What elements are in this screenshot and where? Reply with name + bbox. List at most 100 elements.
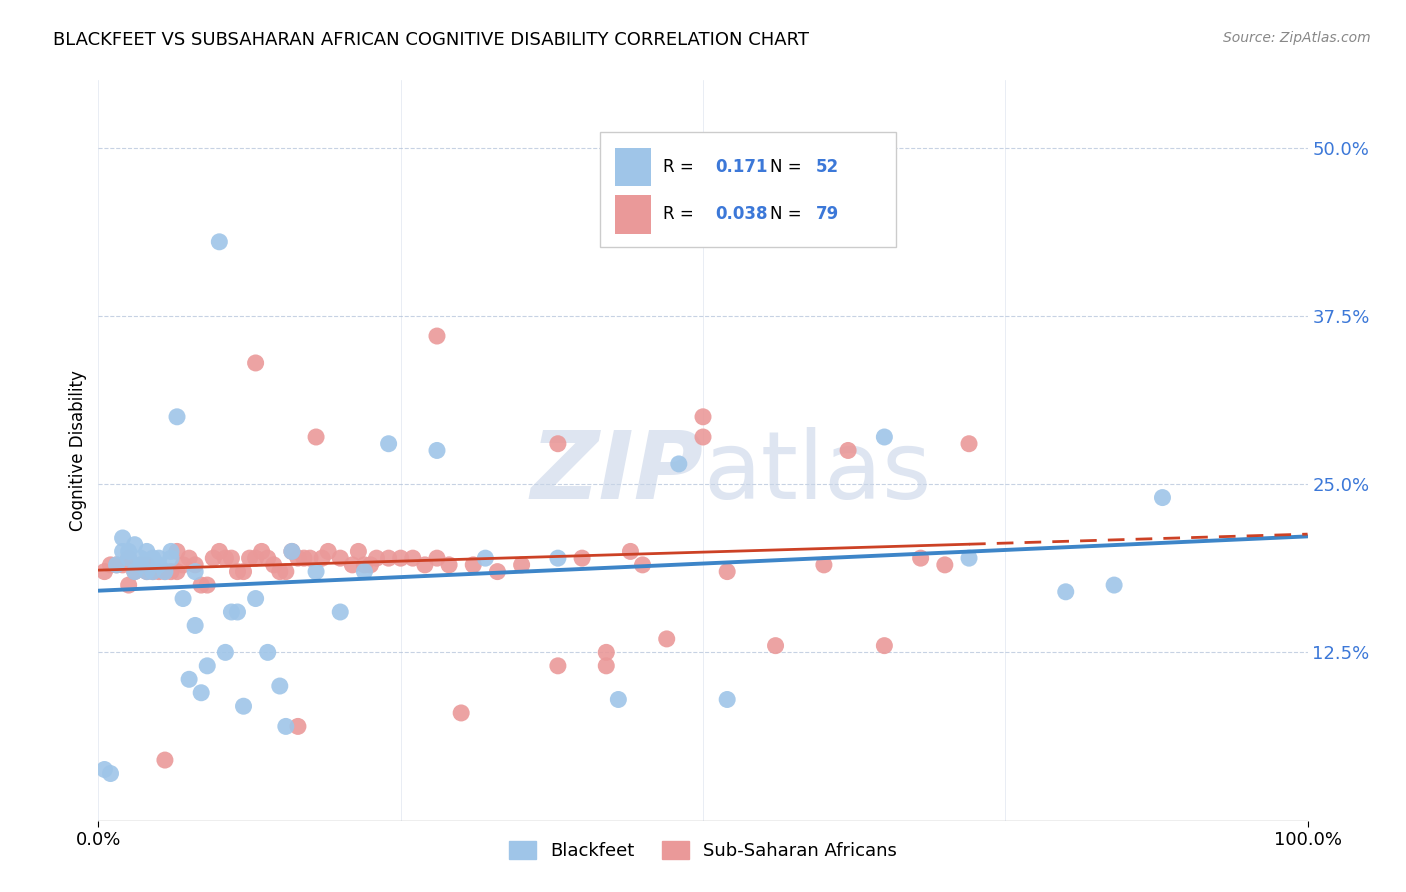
Text: atlas: atlas [703,426,931,518]
Point [329,551,352,566]
Point [486,565,509,579]
Point [153,565,176,579]
Point [239,551,262,566]
Point [274,719,297,733]
Text: N =: N = [769,205,807,223]
Point [263,558,285,572]
Point [184,558,207,572]
Point [129,558,152,572]
Point [148,565,170,579]
Point [692,409,714,424]
Point [172,591,194,606]
Text: ZIP: ZIP [530,426,703,518]
Point [226,605,249,619]
Point [208,544,231,558]
Point [281,544,304,558]
Point [716,692,738,706]
Point [190,578,212,592]
Point [160,565,183,579]
Point [547,658,569,673]
Point [160,551,183,566]
Point [837,443,859,458]
Point [426,443,449,458]
Point [166,565,188,579]
Point [377,436,399,450]
Point [292,551,315,566]
Point [547,551,569,566]
Point [124,565,146,579]
Point [93,565,115,579]
Bar [614,195,651,234]
Point [269,679,291,693]
Point [957,551,980,566]
Point [765,639,787,653]
Point [153,753,176,767]
Y-axis label: Cognitive Disability: Cognitive Disability [69,370,87,531]
Point [208,235,231,249]
Point [118,551,141,566]
Text: N =: N = [769,158,807,176]
Point [305,430,328,444]
Point [1152,491,1174,505]
Point [305,565,328,579]
Point [934,558,956,572]
Point [287,719,309,733]
Point [111,544,134,558]
Point [135,558,157,572]
Point [595,658,617,673]
Point [463,558,485,572]
Point [190,686,212,700]
Point [450,706,472,720]
Text: 79: 79 [815,205,839,223]
Point [124,565,146,579]
Point [595,645,617,659]
Point [311,551,333,566]
Point [316,544,339,558]
Point [402,551,425,566]
Point [413,558,436,572]
Point [347,544,370,558]
Point [148,558,170,572]
Point [360,558,382,572]
Point [160,544,183,558]
Point [148,551,170,566]
Text: 0.038: 0.038 [716,205,768,223]
Point [377,551,399,566]
Point [179,673,201,687]
Point [100,558,122,572]
Point [214,551,236,566]
Point [274,565,297,579]
Point [195,578,218,592]
Point [166,409,188,424]
Point [105,558,128,572]
Point [547,436,569,450]
Point [250,544,273,558]
Point [692,430,714,444]
Point [366,551,388,566]
Point [166,544,188,558]
FancyBboxPatch shape [600,132,897,247]
Point [873,430,896,444]
Point [571,551,593,566]
Point [873,639,896,653]
Point [184,618,207,632]
Point [510,558,533,572]
Point [353,565,375,579]
Point [281,544,304,558]
Point [256,551,278,566]
Point [93,763,115,777]
Point [389,551,412,566]
Point [221,551,243,566]
Point [221,605,243,619]
Point [607,692,630,706]
Point [426,329,449,343]
Text: 52: 52 [815,158,838,176]
Point [111,558,134,572]
Point [135,544,157,558]
Point [245,356,267,370]
Point [716,565,738,579]
Point [142,565,165,579]
Point [172,558,194,572]
Point [111,531,134,545]
Point [129,551,152,566]
